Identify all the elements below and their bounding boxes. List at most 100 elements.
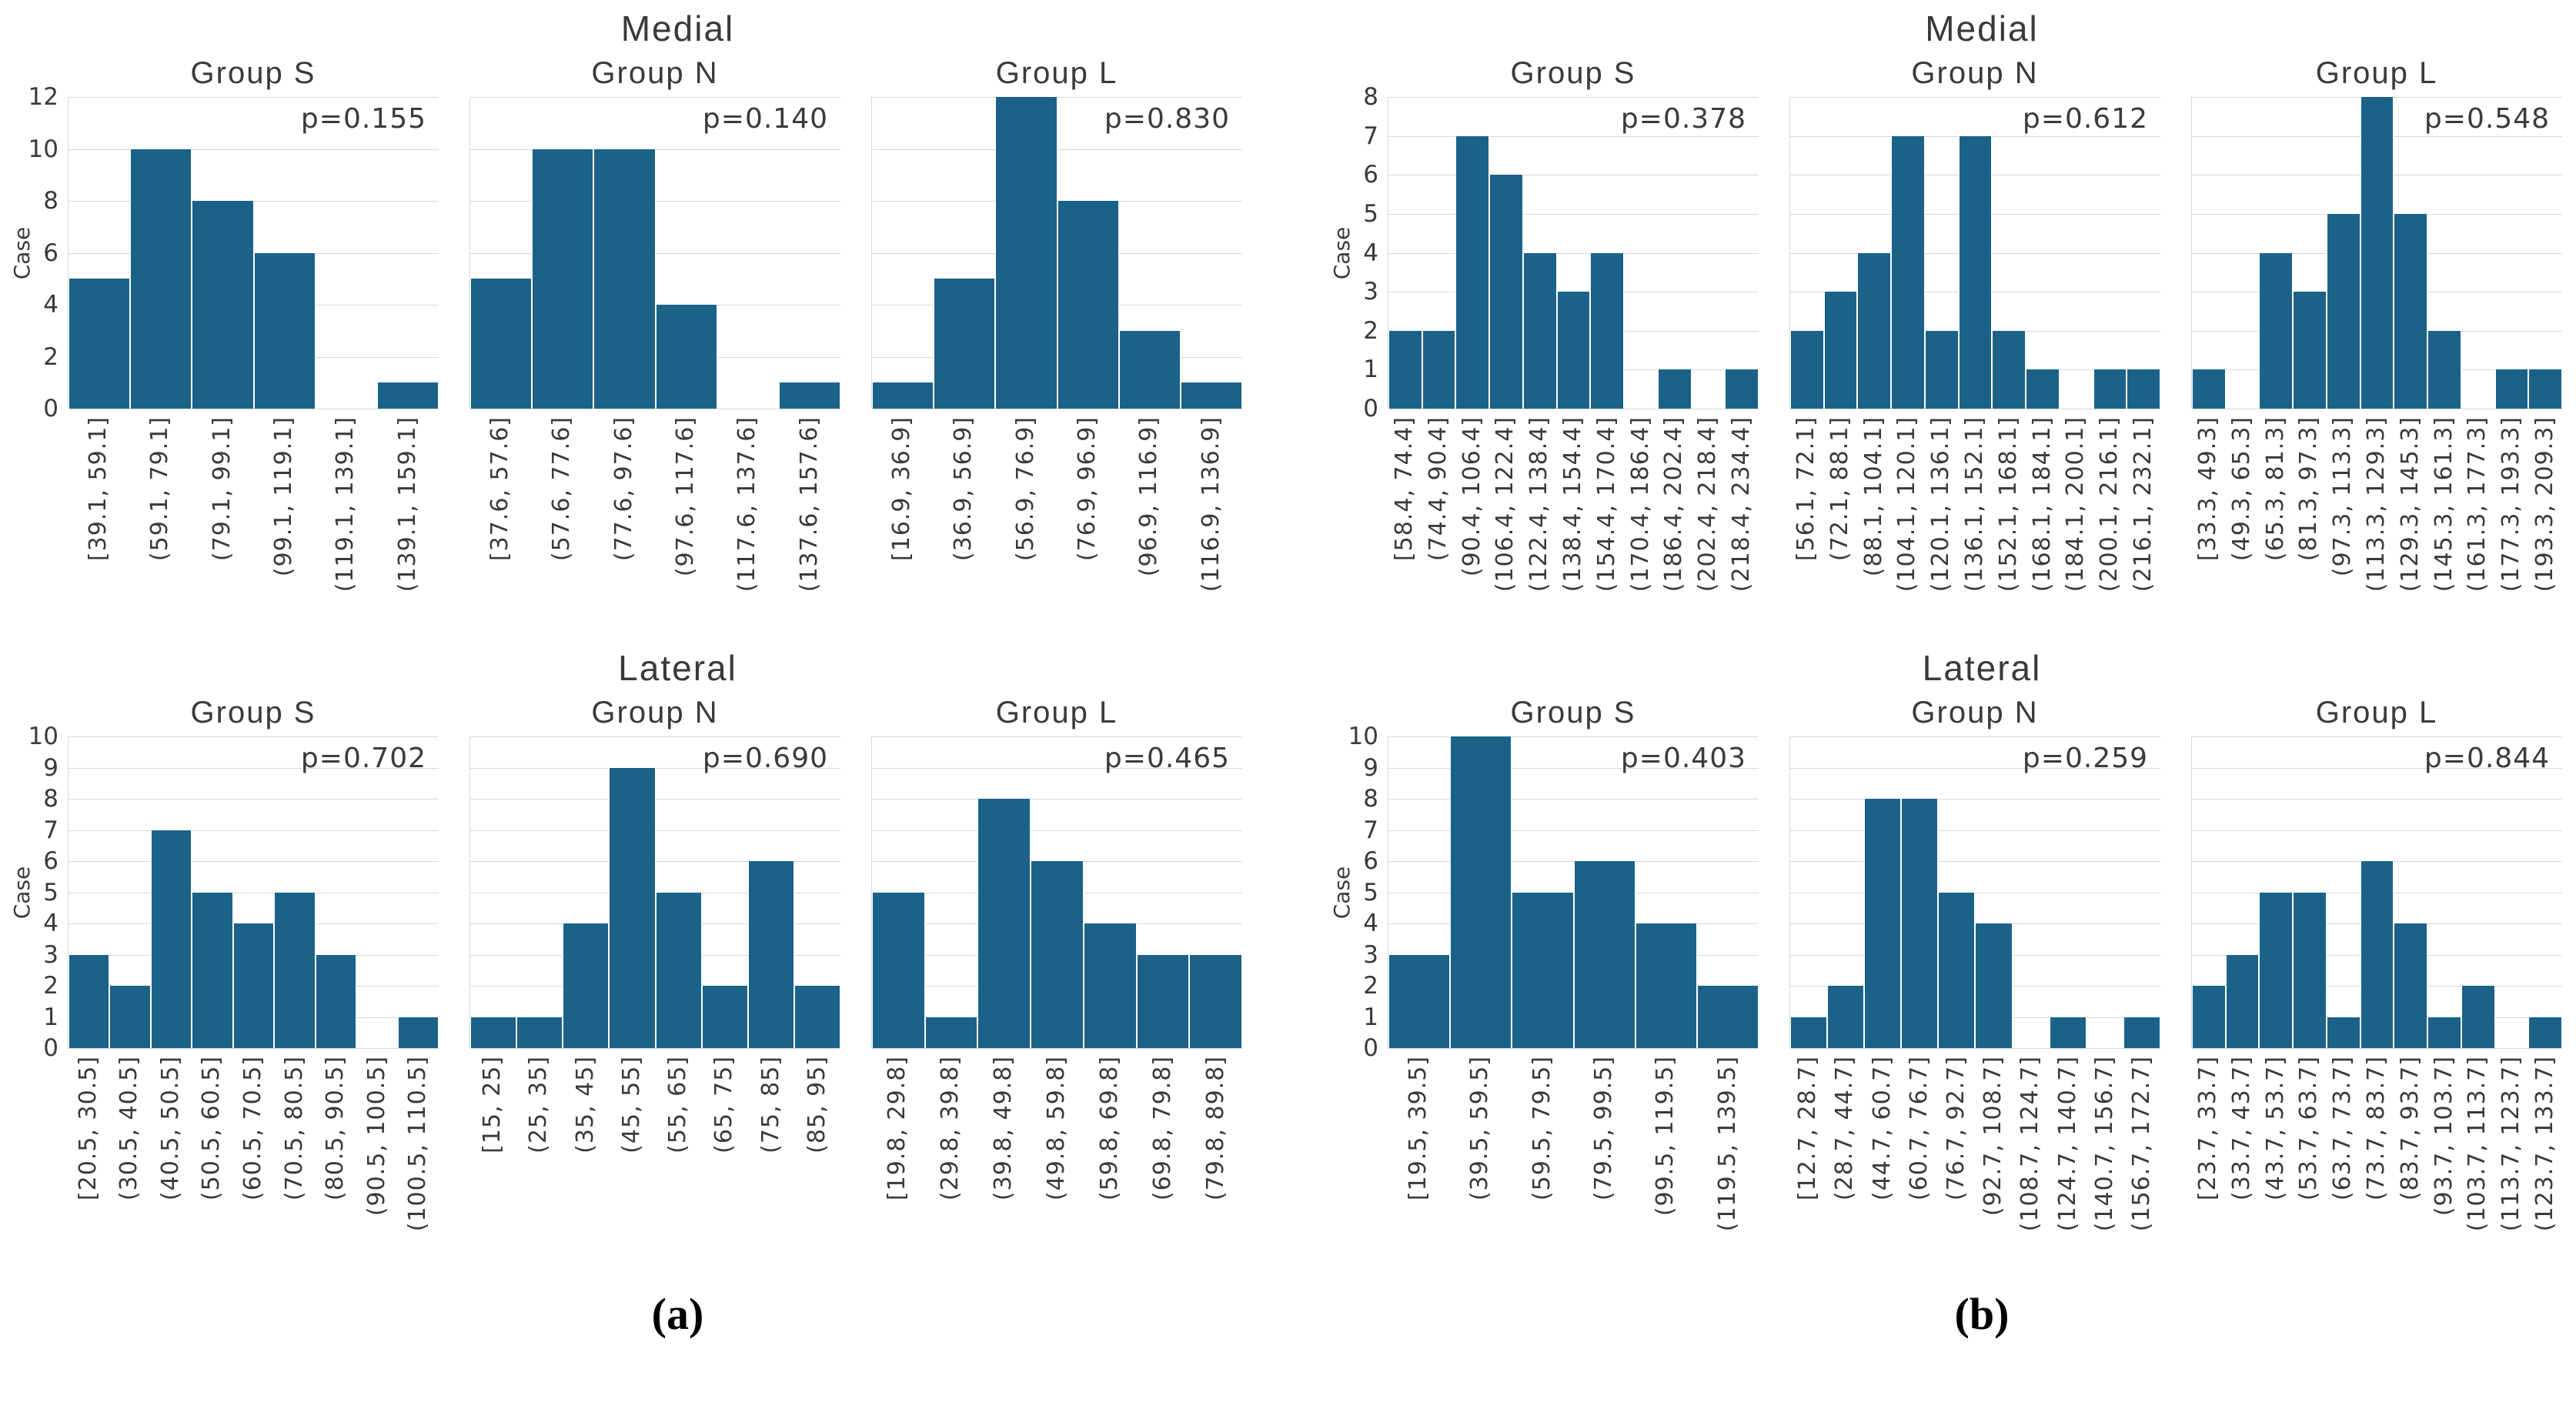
bar-slot — [1031, 736, 1084, 1048]
section-title: Medial — [620, 8, 735, 48]
bar-slot — [655, 97, 717, 409]
x-tick-cell: (202.4, 218.4] — [1691, 416, 1725, 626]
x-tick-label: (39.5, 59.5] — [1466, 1056, 1494, 1201]
bar-slot — [2259, 97, 2294, 409]
x-tick-cell: (168.1, 184.1] — [2026, 416, 2060, 626]
x-tick-labels: [12.7, 28.7] (28.7, 44.7] (44.7, 60.7] (60.… — [1789, 1048, 2160, 1265]
subplot-title: Group N — [591, 696, 719, 730]
y-tick-label: 2 — [1363, 972, 1378, 1000]
bars — [1790, 97, 2161, 409]
bar-slot — [1450, 736, 1512, 1048]
y-tick-label: 8 — [1363, 83, 1378, 111]
x-tick-cell: (73.7, 83.7] — [2360, 1056, 2394, 1265]
x-tick-label: (44.7, 60.7] — [1868, 1056, 1896, 1201]
bars — [470, 736, 840, 1048]
x-tick-label: [16.9, 36.9] — [888, 416, 916, 562]
x-tick-label: (124.7, 140.7] — [2053, 1056, 2081, 1232]
bar-slot — [717, 97, 779, 409]
bar — [192, 201, 254, 409]
x-tick-cell: (29.8, 39.8] — [924, 1056, 977, 1265]
y-tick-label: 5 — [1363, 878, 1378, 906]
bar-slot — [1512, 736, 1574, 1048]
bar-slot — [150, 736, 192, 1048]
bar — [2225, 954, 2260, 1048]
x-tick-label: [15, 25] — [479, 1056, 506, 1154]
x-tick-cell: (154.4, 170.4] — [1590, 416, 1624, 626]
gridline — [1388, 213, 1759, 215]
histogram-b-medial-group-l: Group L p=0.548 [33.3, 49.3] (49.3, 65.3] (6… — [2191, 55, 2563, 626]
bar — [1118, 330, 1181, 409]
bar — [1924, 330, 1959, 409]
bar — [130, 149, 192, 409]
subplot-title: Group S — [1510, 696, 1636, 730]
section-title: Medial — [1925, 8, 2039, 48]
x-tick-label: (74.4, 90.4] — [1424, 416, 1452, 562]
y-tick-label: 5 — [1363, 199, 1378, 228]
plot-area: p=0.140 — [469, 97, 841, 409]
p-value: p=0.140 — [702, 103, 828, 135]
x-tick-cell: (69.8, 79.8] — [1136, 1056, 1189, 1265]
subplot-title: Group S — [190, 696, 316, 730]
x-tick-label: (99.1, 119.1] — [270, 416, 298, 577]
bar — [2192, 369, 2226, 409]
x-tick-label: (96.9, 116.9] — [1135, 416, 1163, 577]
x-tick-cell: (50.5, 60.5] — [192, 1056, 233, 1265]
bar — [1522, 252, 1557, 409]
bar-slot — [470, 736, 517, 1048]
bar — [397, 1017, 439, 1048]
plot-area: p=0.690 — [469, 736, 840, 1049]
bar-slot — [2360, 97, 2394, 409]
x-tick-label: (75, 85] — [757, 1056, 784, 1154]
bar-slot — [2192, 736, 2226, 1048]
x-tick-label: (200.1, 216.1] — [2096, 416, 2123, 593]
x-tick-cell: (49.3, 65.3] — [2225, 416, 2259, 626]
x-tick-labels: [15, 25] (25, 35] (35, 45] (45, 55] (55, 65]… — [469, 1048, 840, 1265]
y-tick-label: 0 — [1363, 395, 1378, 422]
bar — [274, 892, 316, 1048]
gridline — [1388, 135, 1759, 137]
bar — [2293, 292, 2327, 409]
bar — [1083, 923, 1137, 1048]
bar-slot — [1857, 97, 1892, 409]
histogram-a-lateral-group-s: Group S p=0.702 [20.5, 30.5] (30.5, 40.5] (4… — [68, 695, 439, 1265]
x-tick-cell: (103.7, 113.7] — [2461, 1056, 2495, 1265]
gridline — [470, 799, 840, 800]
bar-slot — [2528, 97, 2563, 409]
x-tick-label: (193.3, 209.3] — [2531, 416, 2559, 593]
x-tick-cell: (83.7, 93.7] — [2394, 1056, 2427, 1265]
x-tick-cell: (49.8, 59.8] — [1031, 1056, 1084, 1265]
x-tick-cell: [15, 25] — [469, 1056, 516, 1265]
bar — [2293, 892, 2327, 1048]
x-tick-cell: (25, 35] — [516, 1056, 562, 1265]
bar — [1657, 369, 1692, 409]
bar-slot — [2127, 97, 2161, 409]
x-tick-label: (170.4, 186.4] — [1626, 416, 1654, 593]
bar-slot — [1692, 97, 1726, 409]
x-tick-label: (28.7, 44.7] — [1831, 1056, 1859, 1201]
histogram-b-lateral-group-l: Group L p=0.844 [23.7, 33.7] (33.7, 43.7] (4… — [2191, 695, 2563, 1265]
gridline — [68, 799, 439, 800]
y-tick-label: 6 — [43, 239, 58, 267]
bar — [609, 767, 656, 1048]
bar — [1388, 330, 1422, 409]
x-tick-cell: (216.1, 232.1] — [2127, 416, 2160, 626]
x-tick-label: (129.3, 145.3] — [2396, 416, 2424, 593]
bar — [532, 149, 594, 409]
y-tick-label: 0 — [1363, 1034, 1378, 1062]
x-tick-label: (108.7, 124.7] — [2016, 1056, 2044, 1232]
x-tick-label: (137.6, 157.6] — [795, 416, 823, 593]
bar — [2360, 97, 2394, 409]
bar-slot — [1657, 97, 1692, 409]
y-tick-label: 1 — [1363, 356, 1378, 384]
bar — [1938, 892, 1976, 1048]
bar-slot — [2093, 97, 2127, 409]
x-tick-cell: (53.7, 63.7] — [2292, 1056, 2326, 1265]
plot-area: p=0.378 — [1388, 97, 1759, 409]
x-tick-label: (216.1, 232.1] — [2130, 416, 2157, 593]
x-tick-label: (53.7, 63.7] — [2295, 1056, 2323, 1201]
bar — [2360, 861, 2394, 1048]
bar — [1790, 1017, 1828, 1048]
x-tick-cell: (117.6, 137.6] — [717, 416, 778, 626]
